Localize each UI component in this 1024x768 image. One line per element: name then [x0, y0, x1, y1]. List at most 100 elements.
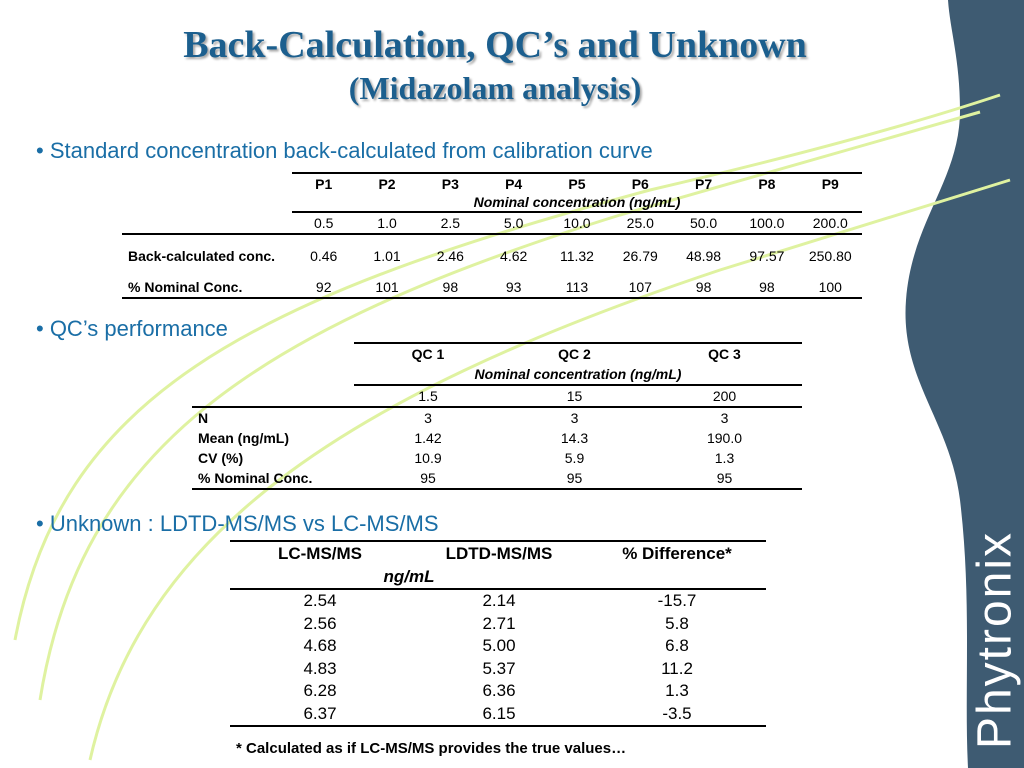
table-cell: 100.0	[735, 212, 799, 235]
side-panel	[905, 0, 1024, 768]
column-header: P1	[292, 172, 356, 193]
table-cell: 11.32	[559, 248, 594, 264]
table-cell	[192, 364, 354, 385]
bullet-qc: • QC’s performance	[36, 316, 228, 341]
subheader: Nominal concentration (ng/mL)	[292, 193, 862, 213]
table-row: % Nominal Conc. 95 95 95	[192, 468, 802, 490]
row-label: % Nominal Conc.	[192, 468, 354, 490]
table-cell: -3.5	[662, 703, 692, 723]
column-header: P6	[608, 172, 672, 193]
table-cell: 4.68	[303, 636, 337, 656]
table-cell: 25.0	[608, 212, 672, 235]
table-cell: 1.42	[414, 430, 442, 446]
table-cell: 14.3	[560, 430, 589, 446]
column-header: QC 2	[502, 342, 647, 364]
column-header: QC 1	[354, 342, 502, 364]
table-cell: 11.2	[661, 658, 693, 678]
table-cell	[192, 343, 354, 364]
table-cell: 10.9	[414, 450, 442, 466]
table-cell: 98	[418, 277, 482, 299]
table-row: 6.28 6.36 1.3	[230, 680, 766, 703]
table-cell: 1.3	[665, 681, 689, 701]
table-cell: 2.14	[482, 591, 516, 611]
row-label: Back-calculated conc.	[128, 247, 276, 264]
column-header: P7	[671, 172, 736, 193]
table-row: 6.37 6.15 -3.5	[230, 703, 766, 726]
table-row: CV (%) 10.9 5.9 1.3	[192, 448, 802, 468]
qc-table: QC 1 QC 2 QC 3 Nominal concentration (ng…	[192, 342, 802, 490]
table-cell: 4.83	[303, 658, 337, 678]
bullet-unknown: • Unknown : LDTD-MS/MS vs LC-MS/MS	[36, 511, 439, 536]
table-cell: 100	[798, 277, 862, 299]
table-cell: 97.57	[749, 248, 785, 264]
table-cell: 26.79	[622, 248, 658, 264]
column-header: P8	[735, 172, 799, 193]
table-cell: 95	[354, 468, 502, 490]
table-cell	[122, 193, 292, 212]
unknown-comparison-table: LC-MS/MS LDTD-MS/MS % Difference* ng/mL …	[230, 540, 766, 727]
table-cell: 200.0	[798, 212, 862, 235]
column-header: P2	[355, 172, 419, 193]
column-header: QC 3	[647, 342, 802, 364]
title-line-1: Back-Calculation, QC’s and Unknown	[183, 24, 807, 66]
table-cell: 1.0	[355, 212, 419, 235]
table-cell: 3	[570, 410, 579, 426]
table-cell: 92	[292, 277, 356, 299]
table-cell: 6.8	[665, 636, 689, 656]
table-cell: 6.36	[482, 681, 516, 701]
table-cell: 2.56	[303, 613, 337, 633]
row-label: N	[198, 410, 209, 426]
table-cell: 1.3	[714, 450, 735, 466]
column-header: P9	[798, 172, 862, 193]
table-cell: 5.37	[482, 658, 516, 678]
table-cell: 2.5	[418, 212, 482, 235]
table-cell	[588, 566, 766, 589]
table-row: N 3 3 3	[192, 407, 802, 428]
column-header: P4	[482, 172, 546, 193]
table-row: 4.68 5.00 6.8	[230, 635, 766, 658]
table-cell: 50.0	[671, 212, 736, 235]
slide-title: Back-Calculation, QC’s and Unknown (Mida…	[0, 22, 990, 108]
table-cell: 101	[355, 277, 419, 299]
row-label: % Nominal Conc.	[122, 277, 293, 299]
bullet-standards: • Standard concentration back-calculated…	[36, 138, 653, 163]
table-cell: 10.0	[545, 212, 609, 235]
table-cell: 2.54	[303, 591, 337, 611]
row-label: CV (%)	[198, 450, 244, 466]
column-header: LDTD-MS/MS	[445, 544, 553, 563]
table-row: Back-calculated conc. 0.46 1.01 2.46 4.6…	[122, 234, 862, 277]
table-row: 2.56 2.71 5.8	[230, 613, 766, 636]
table-cell	[192, 385, 354, 408]
table-cell: 95	[647, 468, 802, 490]
column-header: P3	[418, 172, 482, 193]
column-header: LC-MS/MS	[277, 544, 363, 563]
table-cell: 5.00	[482, 636, 516, 656]
table-cell: 3	[424, 410, 432, 426]
table-cell: 48.98	[686, 248, 722, 264]
table-cell: 5.8	[665, 613, 689, 633]
table-cell: 1.01	[373, 248, 401, 264]
table-row: % Nominal Conc. 92 101 98 93 113 107 98 …	[122, 277, 862, 299]
table-cell: 0.46	[310, 248, 338, 264]
table-cell: 15	[502, 385, 647, 408]
title-line-2: (Midazolam analysis)	[348, 70, 642, 106]
table-cell: 5.0	[482, 212, 546, 235]
table-cell: 6.37	[303, 703, 337, 723]
table-cell: 250.80	[808, 248, 852, 264]
column-header: P5	[545, 172, 609, 193]
footnote: * Calculated as if LC-MS/MS provides the…	[236, 740, 627, 757]
table-cell: 93	[482, 277, 546, 299]
phytronix-logo: Phytronix	[968, 530, 1022, 750]
unit-label: ng/mL	[383, 567, 435, 586]
table-row: Mean (ng/mL) 1.42 14.3 190.0	[192, 428, 802, 448]
table-cell: 113	[545, 277, 609, 299]
table-row: 4.83 5.37 11.2	[230, 658, 766, 681]
table-cell: 6.15	[482, 703, 516, 723]
table-row: 2.54 2.14 -15.7	[230, 589, 766, 613]
table-cell: 5.9	[564, 450, 585, 466]
table-cell: 98	[671, 277, 736, 299]
column-header: % Difference*	[622, 544, 732, 563]
table-cell: 3	[720, 410, 729, 426]
table-cell: 190.0	[706, 430, 743, 446]
table-cell: 0.5	[292, 212, 356, 235]
